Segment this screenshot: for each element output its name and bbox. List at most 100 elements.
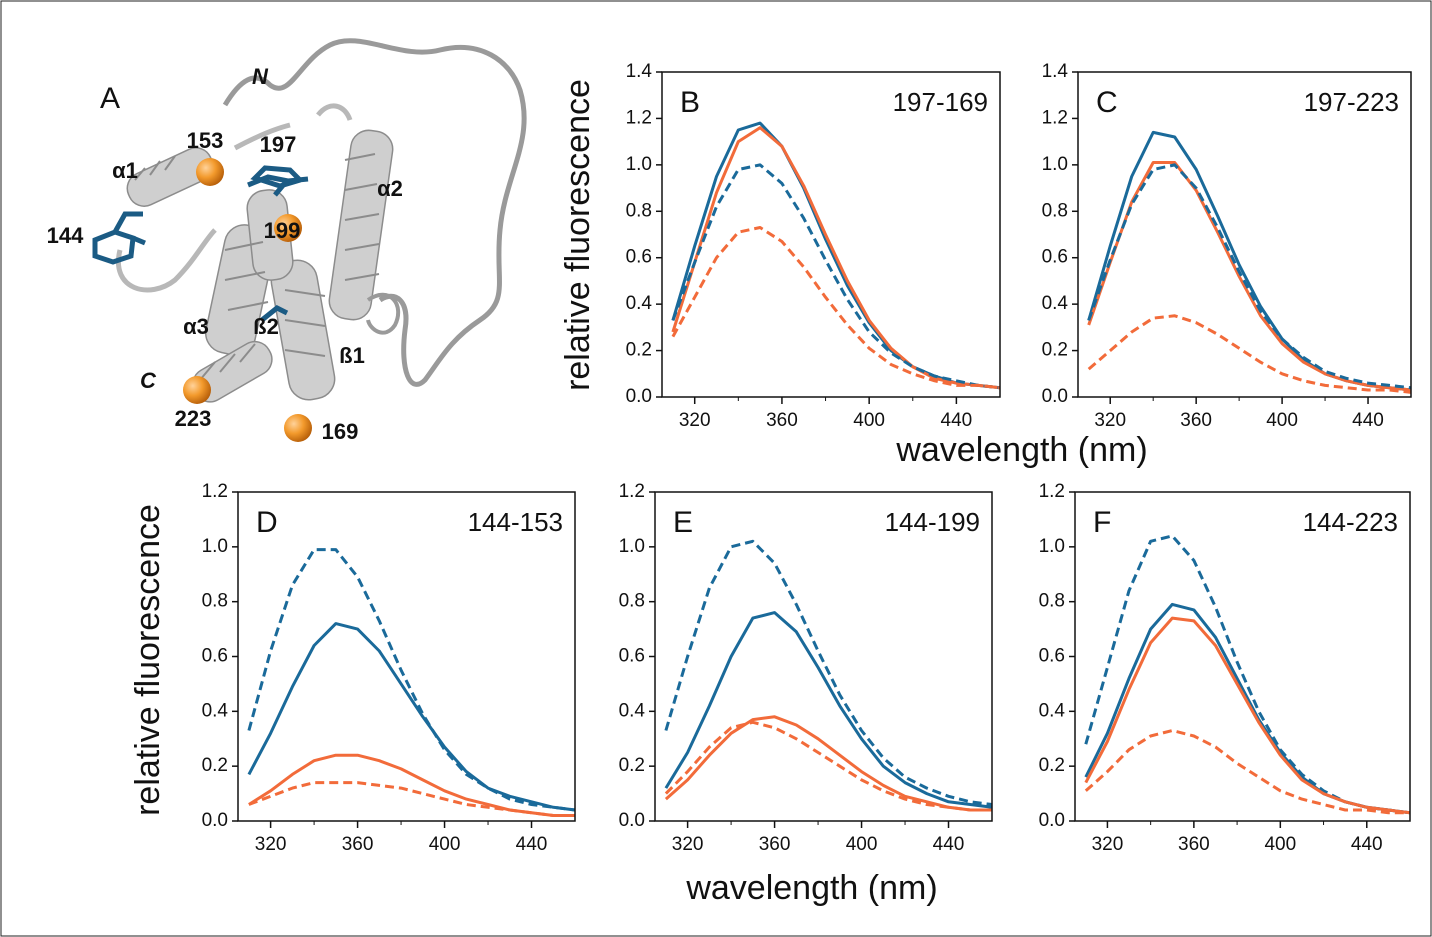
x-tick-label: 440 xyxy=(516,834,548,855)
series-line xyxy=(1084,534,1411,815)
structure-label: 197 xyxy=(260,132,297,157)
plot-frame xyxy=(1074,491,1411,822)
loop xyxy=(222,38,527,387)
y-tick-label: 0.4 xyxy=(1039,700,1066,721)
series-line xyxy=(1087,130,1412,392)
structure-label: 199 xyxy=(264,218,301,243)
series-line xyxy=(671,226,1001,390)
y-tick-label: 0.8 xyxy=(626,200,652,221)
y-tick-label: 1.2 xyxy=(1039,481,1065,502)
y-tick-label: 0.8 xyxy=(619,591,645,612)
y-tick-label: 0.4 xyxy=(619,700,646,721)
series-line xyxy=(1084,616,1411,815)
series-line xyxy=(1084,602,1411,815)
x-axis-label: wavelength (nm) xyxy=(685,869,937,907)
x-tick-label: 360 xyxy=(342,834,374,855)
y-tick-label: 0.6 xyxy=(626,247,652,268)
x-tick-label: 320 xyxy=(672,834,704,855)
series-line xyxy=(664,539,993,806)
series-line xyxy=(671,163,1001,390)
y-tick-label: 1.0 xyxy=(626,154,652,175)
series-line xyxy=(248,753,575,817)
panel-title: 197-169 xyxy=(893,87,988,117)
panel-label: C xyxy=(1096,86,1118,119)
y-tick-label: 0.0 xyxy=(619,810,645,831)
x-tick-label: 320 xyxy=(679,410,711,431)
x-tick-label: 440 xyxy=(1352,410,1384,431)
y-tick-label: 1.4 xyxy=(626,61,653,82)
y-tick-label: 0.4 xyxy=(1042,293,1069,314)
loop xyxy=(366,292,401,335)
x-tick-label: 440 xyxy=(933,834,965,855)
panel-label: D xyxy=(256,506,278,539)
structure-label: α1 xyxy=(112,158,138,183)
spheres xyxy=(183,158,312,442)
x-tick-label: 320 xyxy=(1092,834,1124,855)
structure-label: N xyxy=(252,64,269,89)
panel-label: E xyxy=(673,506,693,539)
structure-label: ß1 xyxy=(339,343,365,368)
y-tick-label: 1.0 xyxy=(1042,154,1068,175)
panel-title: 144-199 xyxy=(885,507,980,537)
panel-title: 197-223 xyxy=(1304,87,1399,117)
y-tick-label: 0.6 xyxy=(619,646,645,667)
protein-structure: A xyxy=(92,38,527,442)
x-tick-label: 360 xyxy=(766,410,798,431)
y-tick-label: 1.0 xyxy=(1039,536,1065,557)
y-tick-label: 0.0 xyxy=(1042,386,1068,407)
structure-label: 144 xyxy=(47,223,84,248)
series-line xyxy=(664,611,993,809)
x-tick-label: 320 xyxy=(255,834,287,855)
y-tick-label: 0.8 xyxy=(1039,591,1065,612)
structure-label: α3 xyxy=(183,314,209,339)
y-tick-label: 0.6 xyxy=(202,646,228,667)
chart: 0.0 0.2 0.4 0.6 0.8 1.0 1.2 1.4 320 360 400 440 C 197… xyxy=(1042,61,1412,431)
y-tick-label: 0.2 xyxy=(626,340,652,361)
structure-label: C xyxy=(140,368,157,393)
x-tick-label: 320 xyxy=(1094,410,1126,431)
structure-label: 153 xyxy=(187,128,224,153)
x-tick-label: 400 xyxy=(846,834,878,855)
x-tick-label: 440 xyxy=(941,410,973,431)
structure-label: α2 xyxy=(377,176,403,201)
structure-label: 169 xyxy=(322,419,359,444)
series-line xyxy=(1087,314,1412,394)
series-line xyxy=(247,622,576,812)
x-tick-label: 360 xyxy=(1180,410,1212,431)
x-tick-label: 360 xyxy=(1178,834,1210,855)
x-tick-label: 360 xyxy=(759,834,791,855)
y-tick-label: 0.6 xyxy=(1042,247,1068,268)
series-line xyxy=(664,720,992,812)
chart: 0.0 0.2 0.4 0.6 0.8 1.0 1.2 320 360 400 440 E 144-19… xyxy=(619,481,993,907)
chart: 0.0 0.2 0.4 0.6 0.8 1.0 1.2 1.4 320 360 400 440 B 197… xyxy=(559,61,1148,469)
plot-frame xyxy=(237,491,576,822)
helix-turns xyxy=(134,153,380,381)
x-tick-label: 400 xyxy=(1264,834,1296,855)
x-tick-label: 440 xyxy=(1351,834,1383,855)
panel-title: 144-153 xyxy=(468,507,563,537)
y-axis-label: relative fluorescence xyxy=(129,504,167,816)
y-tick-label: 0.2 xyxy=(1039,755,1065,776)
series-line xyxy=(1087,161,1412,392)
y-tick-label: 0.0 xyxy=(626,386,652,407)
panel-label: F xyxy=(1093,506,1111,539)
series-line xyxy=(664,715,992,812)
y-tick-label: 0.4 xyxy=(202,700,229,721)
y-tick-label: 0.8 xyxy=(1042,200,1068,221)
loop xyxy=(115,103,353,293)
panel-label: A xyxy=(100,82,120,115)
y-tick-label: 0.0 xyxy=(202,810,228,831)
y-tick-label: 0.6 xyxy=(1039,646,1065,667)
y-tick-label: 1.2 xyxy=(626,107,652,128)
series-line xyxy=(248,781,575,817)
y-axis-label: relative fluorescence xyxy=(559,79,597,391)
x-axis-label: wavelength (nm) xyxy=(895,431,1147,469)
structure-label: 223 xyxy=(175,406,212,431)
y-tick-label: 1.0 xyxy=(202,536,228,557)
series-line xyxy=(1087,163,1412,390)
x-tick-label: 400 xyxy=(1266,410,1298,431)
y-tick-label: 0.4 xyxy=(626,293,653,314)
structure-label: ß2 xyxy=(253,314,279,339)
x-tick-label: 400 xyxy=(853,410,885,431)
